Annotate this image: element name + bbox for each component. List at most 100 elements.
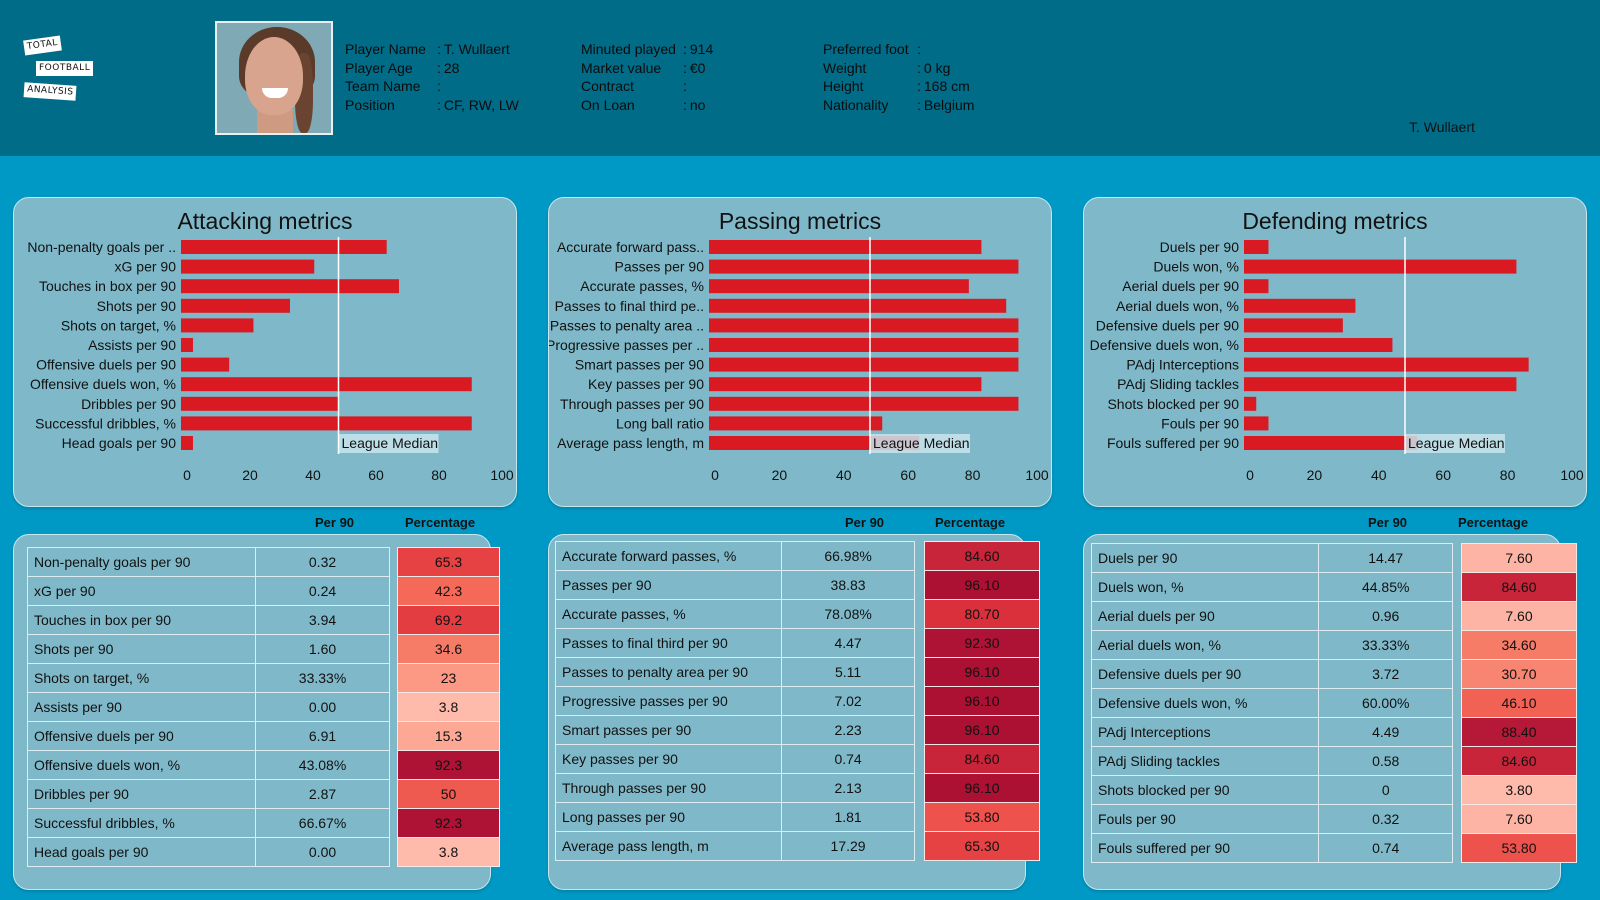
table-row: Offensive duels per 90 6.91 [26, 721, 390, 751]
player-info-col2: Minuted played:914 Market value: €0 Contrac… [581, 40, 713, 114]
metric-name: Through passes per 90 [554, 773, 783, 803]
info-sep: : [437, 96, 441, 113]
category-label: Aerial duels per 90 [1122, 278, 1239, 294]
category-label: Successful dribbles, % [35, 415, 176, 431]
metric-per90: 3.72 [1318, 659, 1453, 689]
bar [709, 377, 982, 392]
info-key: Contract [581, 78, 634, 94]
x-tick-label: 60 [368, 467, 384, 483]
chart-title: Defending metrics [1242, 208, 1428, 234]
bar [709, 357, 1019, 372]
table-row: Smart passes per 90 2.23 [554, 715, 915, 745]
bar [1244, 240, 1269, 254]
info-sep: : [917, 59, 921, 76]
passing-chart-panel: Passing metrics Accurate forward pass.. P… [546, 197, 1052, 507]
info-key: Team Name [345, 78, 421, 94]
bar [181, 396, 339, 411]
info-sep: : [917, 96, 921, 113]
metric-per90: 0.74 [1318, 833, 1453, 863]
table-row: 30.70 [1461, 659, 1577, 689]
info-value: €0 [689, 59, 706, 76]
player-info-col1: Player Name: T. Wullaert Player Age:28 Team… [345, 40, 519, 114]
defending-percentile-table: 7.60 84.60 7.60 34.60 30.70 46.10 88.40 84.60 3.… [1461, 543, 1577, 863]
bar [709, 338, 1019, 352]
player-info-col3: Preferred foot: Weight:0 kg Height:168 cm N… [823, 40, 974, 114]
table-row: Head goals per 90 0.00 [26, 837, 390, 867]
table-row: Defensive duels won, % 60.00% [1090, 688, 1453, 718]
table-row: 84.60 [924, 744, 1040, 774]
table-row: PAdj Sliding tackles 0.58 [1090, 746, 1453, 776]
table-row: Through passes per 90 2.13 [554, 773, 915, 803]
table-row: 84.60 [1461, 746, 1577, 776]
info-value: 914 [689, 41, 714, 57]
bar [181, 377, 472, 392]
table-row: Dribbles per 90 2.87 [26, 779, 390, 809]
metric-percentile: 84.60 [924, 541, 1040, 571]
category-label: Offensive duels per 90 [36, 357, 176, 373]
bar [709, 279, 969, 294]
metric-name: Offensive duels won, % [26, 750, 257, 780]
metric-name: xG per 90 [26, 576, 257, 606]
info-sep: : [437, 78, 441, 94]
category-label: Aerial duels won, % [1116, 298, 1239, 314]
metric-name: Passes per 90 [554, 570, 783, 600]
table-row: 92.3 [397, 750, 500, 780]
info-key: Nationality [823, 96, 889, 113]
metric-name: Touches in box per 90 [26, 605, 257, 635]
category-label: Long ball ratio [616, 415, 704, 431]
category-label: Shots blocked per 90 [1107, 396, 1239, 412]
median-label-bg [1405, 434, 1505, 453]
info-value: T. Wullaert [443, 41, 510, 57]
metric-percentile: 7.60 [1461, 601, 1577, 631]
metric-percentile: 84.60 [1461, 746, 1577, 776]
metric-per90: 60.00% [1318, 688, 1453, 718]
table-row: 92.3 [397, 808, 500, 838]
logo-word: ANALYSIS [23, 82, 77, 101]
info-row: Market value: €0 [581, 59, 713, 78]
category-label: Progressive passes per .. [549, 337, 704, 353]
metric-per90: 17.29 [781, 831, 915, 861]
metric-percentile: 53.80 [1461, 833, 1577, 863]
metric-name: Aerial duels won, % [1090, 630, 1320, 660]
metric-percentile: 15.3 [397, 721, 500, 751]
category-label: Key passes per 90 [588, 376, 704, 392]
metric-percentile: 69.2 [397, 605, 500, 635]
metric-name: Fouls suffered per 90 [1090, 833, 1320, 863]
metric-name: Successful dribbles, % [26, 808, 257, 838]
table-row: Assists per 90 0.00 [26, 692, 390, 722]
bar [181, 357, 230, 372]
category-label: Non-penalty goals per .. [27, 239, 176, 255]
chart-title: Passing metrics [718, 208, 882, 234]
metric-per90: 66.67% [255, 808, 390, 838]
info-row: Team Name: [345, 77, 519, 96]
info-row: Preferred foot: [823, 40, 974, 59]
bar [709, 318, 1019, 333]
metric-name: PAdj Interceptions [1090, 717, 1320, 747]
table-row: Shots on target, % 33.33% [26, 663, 390, 693]
metric-percentile: 3.8 [397, 837, 500, 867]
table-row: 7.60 [1461, 804, 1577, 834]
metric-percentile: 7.60 [1461, 543, 1577, 573]
metric-percentile: 92.30 [924, 628, 1040, 658]
info-sep: : [437, 59, 441, 76]
metric-name: Passes to penalty area per 90 [554, 657, 783, 687]
category-label: PAdj Interceptions [1126, 357, 1239, 373]
category-label: Defensive duels per 90 [1096, 317, 1239, 333]
metric-per90: 1.60 [255, 634, 390, 664]
metric-name: Aerial duels per 90 [1090, 601, 1320, 631]
bar [709, 298, 1007, 313]
table-row: 96.10 [924, 686, 1040, 716]
bar [181, 436, 193, 450]
metric-per90: 44.85% [1318, 572, 1453, 602]
table-row: 3.80 [1461, 775, 1577, 805]
median-label: League Median [1408, 435, 1505, 451]
metric-percentile: 23 [397, 663, 500, 693]
metric-name: Smart passes per 90 [554, 715, 783, 745]
metric-name: Shots on target, % [26, 663, 257, 693]
table-row: 50 [397, 779, 500, 809]
table-row: 34.6 [397, 634, 500, 664]
bar [1244, 436, 1418, 450]
bar [709, 436, 920, 450]
table-row: Shots blocked per 90 0 [1090, 775, 1453, 805]
table-row: xG per 90 0.24 [26, 576, 390, 606]
